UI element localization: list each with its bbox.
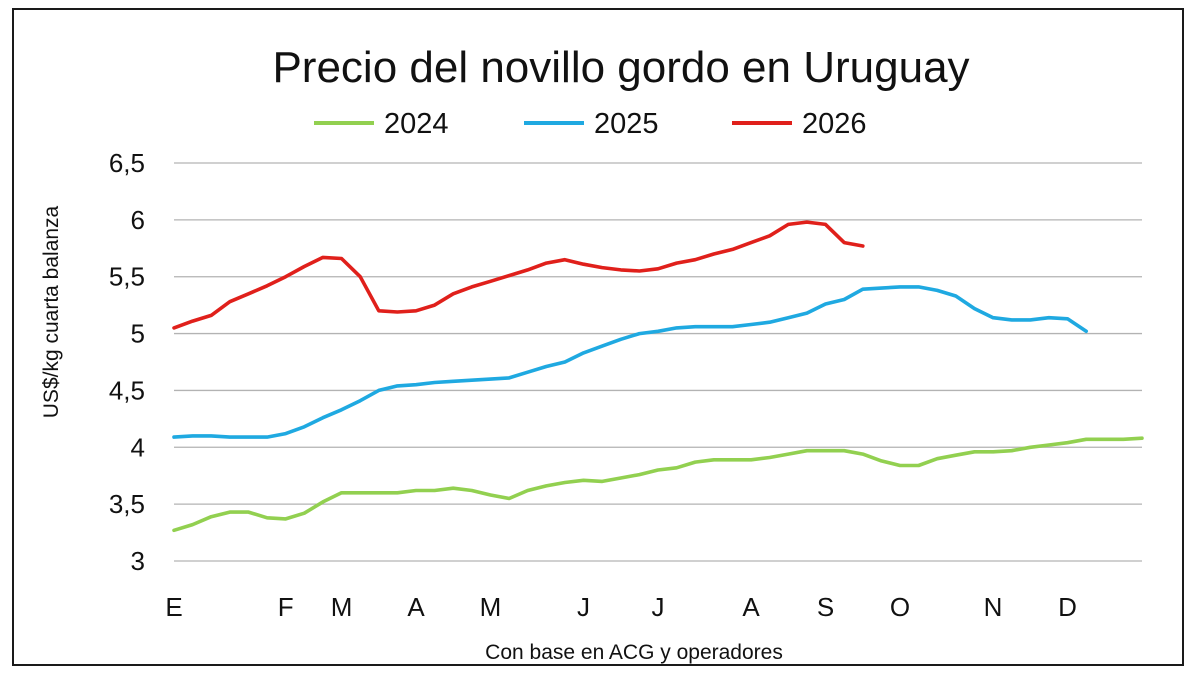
gridlines <box>174 162 1142 562</box>
x-axis-title: Con base en ACG y operadores <box>485 641 783 664</box>
legend-label-2025: 2025 <box>594 108 659 140</box>
x-tick-label: F <box>278 592 294 622</box>
x-tick-label: S <box>817 592 834 622</box>
y-tick-label: 5 <box>131 319 145 349</box>
x-tick-label: N <box>984 592 1003 622</box>
y-tick-label: 3,5 <box>109 489 145 519</box>
chart-title: Precio del novillo gordo en Uruguay <box>272 43 969 92</box>
y-tick-label: 6,5 <box>109 148 145 178</box>
chart-canvas: Precio del novillo gordo en Uruguay 2024… <box>40 43 1144 664</box>
legend: 2024 2025 2026 <box>314 108 867 140</box>
series-lines <box>172 220 1144 533</box>
legend-label-2026: 2026 <box>802 108 867 140</box>
y-tick-label: 5,5 <box>109 262 145 292</box>
series-line-2026 <box>172 220 865 330</box>
y-tick-label: 4 <box>131 432 145 462</box>
x-tick-label: M <box>480 592 502 622</box>
legend-label-2024: 2024 <box>384 108 449 140</box>
y-tick-label: 6 <box>131 205 145 235</box>
x-tick-label: O <box>890 592 910 622</box>
series-line-2024 <box>172 436 1144 533</box>
x-tick-label: J <box>652 592 665 622</box>
y-tick-label: 3 <box>131 546 145 576</box>
x-tick-label: A <box>407 592 425 622</box>
series-line-2025 <box>172 285 1088 439</box>
x-tick-label: D <box>1058 592 1077 622</box>
y-axis-ticks: 6,5 6 5,5 5 4,5 4 3,5 3 <box>109 148 145 576</box>
x-tick-label: M <box>331 592 353 622</box>
x-tick-label: A <box>742 592 760 622</box>
x-tick-label: E <box>165 592 182 622</box>
y-axis-title: US$/kg cuarta balanza <box>40 205 63 418</box>
chart-frame: Precio del novillo gordo en Uruguay 2024… <box>12 8 1184 666</box>
y-tick-label: 4,5 <box>109 375 145 405</box>
x-tick-label: J <box>577 592 590 622</box>
